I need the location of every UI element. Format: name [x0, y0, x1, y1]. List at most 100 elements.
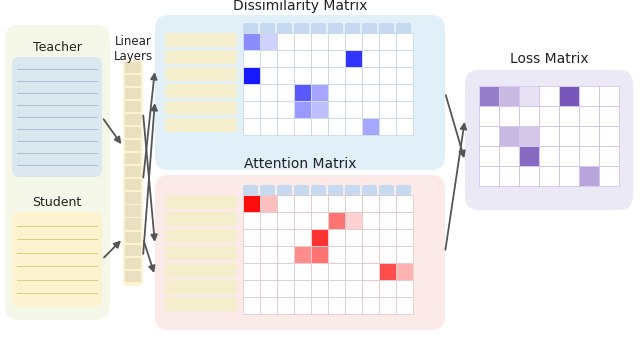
Bar: [277, 67, 294, 84]
FancyBboxPatch shape: [125, 205, 141, 216]
Bar: [499, 127, 518, 146]
Bar: [379, 263, 396, 280]
FancyBboxPatch shape: [277, 23, 292, 48]
Bar: [479, 146, 499, 166]
Text: Attention Matrix: Attention Matrix: [244, 157, 356, 171]
Bar: [362, 33, 379, 50]
Bar: [312, 85, 328, 100]
Bar: [539, 106, 559, 126]
FancyBboxPatch shape: [165, 246, 237, 260]
Bar: [277, 229, 294, 246]
Bar: [312, 246, 328, 263]
Bar: [379, 50, 396, 67]
FancyBboxPatch shape: [155, 175, 445, 330]
FancyBboxPatch shape: [5, 25, 110, 320]
Bar: [559, 166, 579, 186]
Bar: [345, 212, 362, 229]
Bar: [579, 166, 599, 186]
Bar: [294, 101, 311, 118]
Bar: [277, 212, 294, 229]
Bar: [346, 213, 362, 228]
Bar: [499, 126, 519, 146]
Bar: [311, 67, 328, 84]
Bar: [396, 212, 413, 229]
Bar: [579, 126, 599, 146]
Bar: [311, 263, 328, 280]
FancyBboxPatch shape: [345, 23, 360, 48]
Bar: [396, 246, 413, 263]
Bar: [294, 84, 311, 101]
Bar: [397, 264, 413, 279]
Bar: [243, 263, 260, 280]
Bar: [379, 118, 396, 135]
Bar: [345, 84, 362, 101]
Bar: [396, 280, 413, 297]
Bar: [345, 67, 362, 84]
Bar: [311, 50, 328, 67]
Bar: [579, 146, 599, 166]
Bar: [539, 86, 559, 106]
Bar: [294, 297, 311, 314]
Bar: [328, 280, 345, 297]
Bar: [277, 33, 294, 50]
Bar: [294, 280, 311, 297]
Bar: [379, 229, 396, 246]
Bar: [362, 84, 379, 101]
Bar: [277, 246, 294, 263]
FancyBboxPatch shape: [294, 185, 309, 215]
FancyBboxPatch shape: [362, 185, 377, 215]
FancyBboxPatch shape: [294, 23, 309, 48]
FancyBboxPatch shape: [243, 185, 258, 215]
Bar: [260, 195, 277, 212]
Bar: [243, 196, 259, 211]
Bar: [362, 212, 379, 229]
Bar: [277, 84, 294, 101]
FancyBboxPatch shape: [125, 245, 141, 256]
Bar: [243, 229, 260, 246]
FancyBboxPatch shape: [125, 88, 141, 99]
FancyBboxPatch shape: [125, 62, 141, 73]
Bar: [499, 166, 519, 186]
Bar: [345, 50, 362, 67]
Bar: [311, 229, 328, 246]
Bar: [277, 101, 294, 118]
Bar: [294, 246, 311, 263]
Bar: [499, 106, 519, 126]
Text: Linear
Layers: Linear Layers: [113, 35, 152, 63]
FancyBboxPatch shape: [165, 67, 237, 81]
Bar: [311, 84, 328, 101]
Bar: [243, 33, 259, 49]
Bar: [312, 101, 328, 118]
Bar: [243, 212, 260, 229]
Bar: [294, 50, 311, 67]
Bar: [396, 118, 413, 135]
Bar: [328, 101, 345, 118]
FancyBboxPatch shape: [165, 84, 237, 98]
Bar: [294, 67, 311, 84]
Text: Dissimilarity Matrix: Dissimilarity Matrix: [233, 0, 367, 13]
FancyBboxPatch shape: [123, 191, 143, 286]
Bar: [311, 297, 328, 314]
FancyBboxPatch shape: [379, 185, 394, 215]
Bar: [479, 106, 499, 126]
Bar: [379, 246, 396, 263]
Bar: [559, 146, 579, 166]
Bar: [539, 126, 559, 146]
Bar: [519, 86, 539, 106]
Bar: [328, 50, 345, 67]
Bar: [520, 147, 538, 166]
Bar: [243, 50, 260, 67]
Bar: [277, 50, 294, 67]
FancyBboxPatch shape: [165, 195, 237, 209]
FancyBboxPatch shape: [125, 219, 141, 230]
FancyBboxPatch shape: [165, 33, 237, 47]
Bar: [260, 246, 277, 263]
FancyBboxPatch shape: [277, 185, 292, 215]
Bar: [379, 297, 396, 314]
FancyBboxPatch shape: [165, 118, 237, 132]
Bar: [260, 297, 277, 314]
FancyBboxPatch shape: [379, 23, 394, 48]
FancyBboxPatch shape: [243, 23, 258, 48]
FancyBboxPatch shape: [328, 23, 343, 48]
Bar: [243, 67, 260, 84]
